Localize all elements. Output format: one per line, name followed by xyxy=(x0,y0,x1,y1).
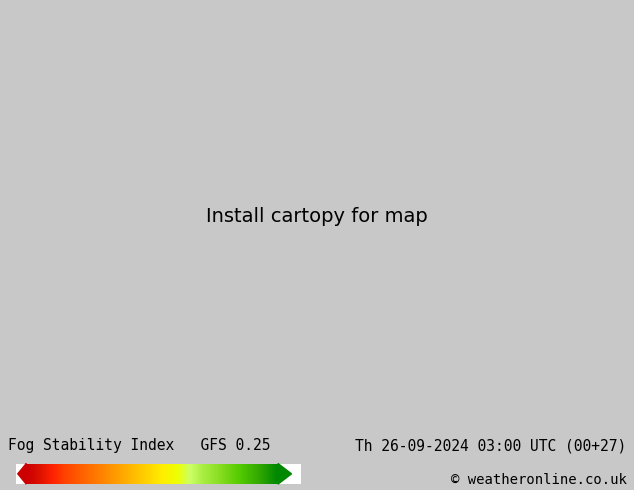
Text: © weatheronline.co.uk: © weatheronline.co.uk xyxy=(451,473,626,487)
Text: Th 26-09-2024 03:00 UTC (00+27): Th 26-09-2024 03:00 UTC (00+27) xyxy=(355,438,626,453)
Text: Install cartopy for map: Install cartopy for map xyxy=(206,207,428,226)
FancyArrow shape xyxy=(18,464,27,484)
Text: Fog Stability Index   GFS 0.25: Fog Stability Index GFS 0.25 xyxy=(8,438,270,453)
FancyArrow shape xyxy=(276,464,292,484)
